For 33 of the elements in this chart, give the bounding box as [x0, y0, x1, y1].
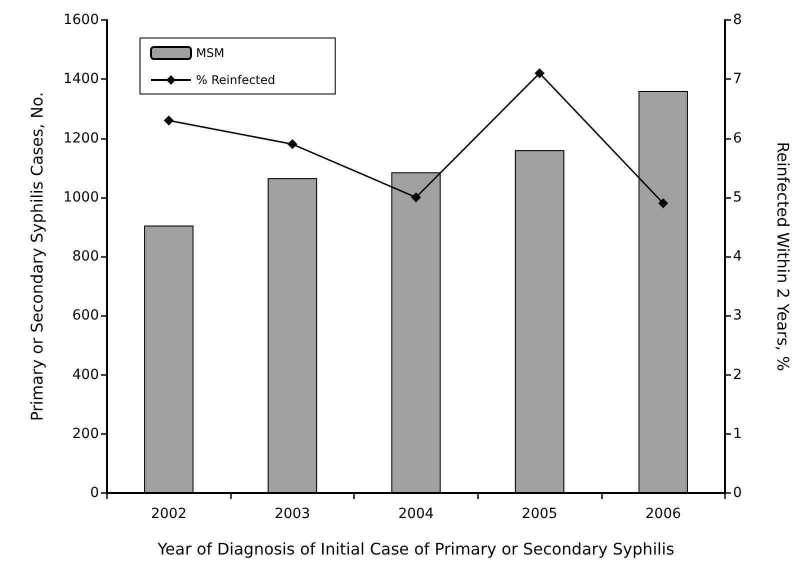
y2-tick-label: 0 — [733, 485, 742, 501]
y-tick-label: 200 — [72, 426, 99, 442]
y-tick-label: 1000 — [63, 189, 99, 206]
y-tick-label: 0 — [90, 485, 99, 501]
x-tick-label: 2003 — [274, 506, 310, 522]
y-axis-title: Primary or Secondary Syphilis Cases, No. — [28, 92, 46, 422]
legend-label: % Reinfected — [196, 73, 276, 87]
y2-tick-label: 4 — [733, 248, 742, 264]
y2-tick-label: 2 — [733, 366, 742, 383]
y2-tick-label: 5 — [733, 189, 742, 206]
y-tick-label: 1400 — [63, 71, 99, 88]
y2-tick-label: 8 — [733, 12, 742, 28]
y2-axis-title: Reinfected Within 2 Years, % — [774, 142, 792, 372]
x-tick-label: 2004 — [398, 506, 434, 522]
x-tick-label: 2006 — [645, 506, 682, 522]
y-tick-label: 800 — [72, 248, 99, 264]
y2-tick-label: 1 — [733, 426, 742, 442]
point — [411, 192, 421, 202]
y2-tick-label: 6 — [733, 130, 742, 146]
x-tick-label: 2002 — [150, 506, 187, 522]
y-tick-label: 400 — [72, 366, 99, 383]
x-tick-label: 2005 — [522, 506, 558, 522]
point — [658, 198, 668, 208]
point — [534, 68, 545, 78]
point — [164, 116, 174, 126]
legend-label: MSM — [196, 46, 224, 60]
x-axis-title: Year of Diagnosis of Initial Case of Primary or Secondary Syphilis — [156, 540, 674, 558]
y-tick-label: 1200 — [63, 130, 99, 146]
y-tick-label: 600 — [72, 308, 99, 324]
y2-tick-label: 3 — [733, 308, 742, 324]
y2-tick-label: 7 — [733, 71, 742, 88]
point — [287, 139, 298, 150]
y-tick-label: 1600 — [63, 12, 99, 28]
